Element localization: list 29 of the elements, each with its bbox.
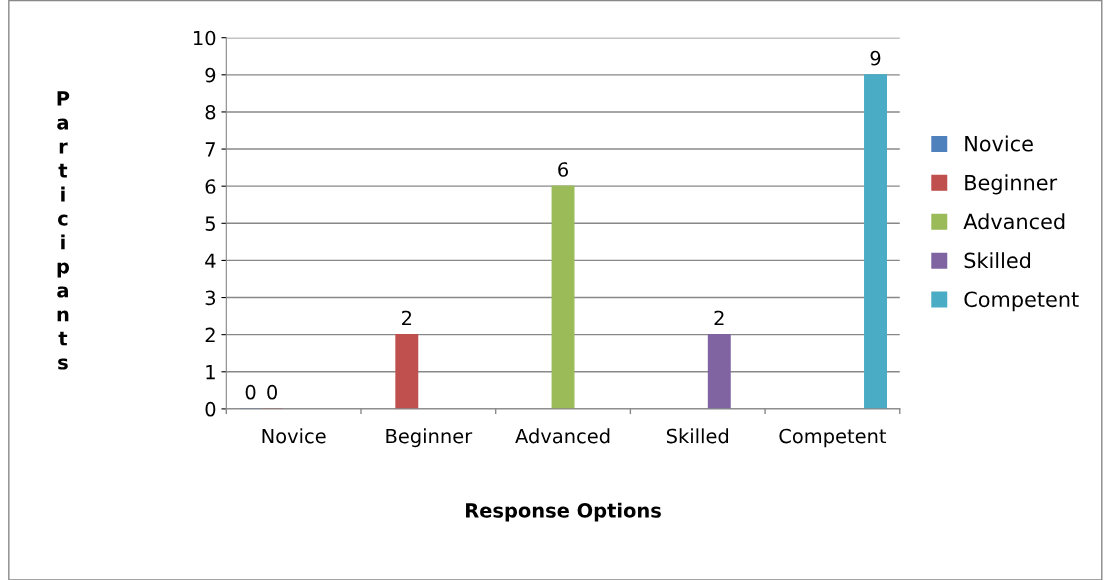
legend-label: Skilled	[964, 252, 1031, 269]
y-tick-label: 1	[206, 364, 215, 380]
y-tick-label: 9	[205, 67, 216, 83]
x-tick-label: Novice	[262, 428, 326, 444]
data-label: 2	[402, 310, 412, 326]
data-label: 2	[714, 310, 724, 326]
y-tick-label: 8	[205, 104, 216, 120]
x-axis-title: Response Options	[466, 502, 661, 522]
data-label: 0	[267, 384, 278, 400]
x-tick-label: Competent	[779, 428, 887, 448]
x-tick-label: Skilled	[666, 428, 729, 444]
y-tick-label: 5	[205, 216, 215, 231]
legend-label: Beginner	[965, 174, 1058, 195]
y-tick-label: 0	[205, 401, 216, 417]
data-label: 9	[870, 50, 881, 66]
legend-label: Novice	[965, 135, 1033, 152]
y-tick-label: 6	[205, 179, 216, 194]
y-tick-label: 10	[193, 30, 216, 46]
data-label: 0	[245, 384, 256, 400]
y-tick-label: 7	[205, 142, 215, 157]
legend-label: Competent	[964, 291, 1079, 312]
data-label: 6	[558, 162, 568, 177]
y-tick-label: 3	[205, 290, 216, 306]
y-tick-label: 4	[205, 253, 216, 268]
legend-label: Advanced	[963, 213, 1065, 230]
y-tick-label: 2	[205, 327, 215, 343]
text: Participants	[57, 91, 70, 370]
x-tick-label: Beginner	[386, 428, 473, 448]
x-tick-label: Advanced	[515, 428, 610, 444]
